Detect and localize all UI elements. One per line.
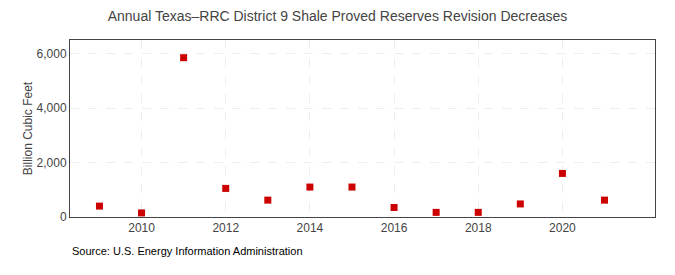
svg-text:Source: U.S. Energy Informatio: Source: U.S. Energy Information Administ…	[72, 245, 303, 257]
svg-text:4,000: 4,000	[37, 101, 67, 115]
svg-text:Billion Cubic Feet: Billion Cubic Feet	[21, 81, 35, 175]
svg-text:2018: 2018	[465, 221, 492, 235]
svg-text:0: 0	[60, 210, 67, 224]
svg-text:2012: 2012	[212, 221, 239, 235]
svg-text:2010: 2010	[128, 221, 155, 235]
svg-text:2020: 2020	[549, 221, 576, 235]
svg-text:2016: 2016	[381, 221, 408, 235]
svg-text:2,000: 2,000	[37, 156, 67, 170]
svg-text:6,000: 6,000	[37, 47, 67, 61]
svg-text:Annual Texas–RRC District 9 Sh: Annual Texas–RRC District 9 Shale Proved…	[108, 8, 568, 24]
svg-text:2014: 2014	[297, 221, 324, 235]
